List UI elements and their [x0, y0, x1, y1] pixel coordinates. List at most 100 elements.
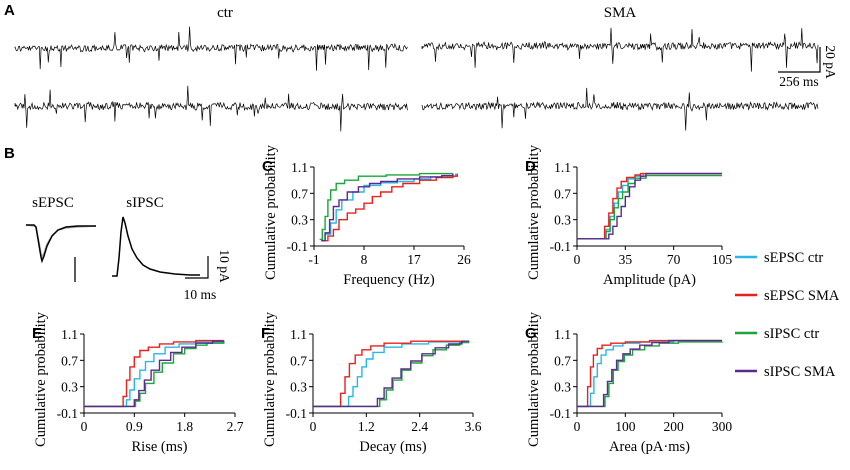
legend-item: sEPSC SMA [735, 288, 840, 304]
y-tick-label: -0.1 [286, 406, 307, 421]
x-tick-label: 0 [574, 419, 581, 434]
x-axis-title: Rise (ms) [132, 439, 188, 455]
panel-a: A ctr SMA 256 ms 20 pA [4, 2, 838, 132]
series-line-sipsc-ctr [313, 340, 470, 408]
y-tick-label: 0.7 [291, 186, 308, 201]
series-line-sipsc-sma [577, 172, 722, 240]
x-tick-label: 70 [667, 252, 681, 267]
x-tick-label: 17 [407, 252, 421, 267]
legend: sEPSC ctr sEPSC SMA sIPSC ctr sIPSC SMA [735, 250, 840, 380]
series-line-sipsc-sma [313, 340, 470, 408]
panel-letter: G [525, 325, 537, 342]
x-tick-label: 3.6 [465, 419, 482, 434]
x-axis-title: Amplitude (pA) [603, 272, 696, 288]
chart-c: C -1 8 17 26 -0.1 0.3 0.7 1.1 Frequency (Hz) Cumul… [262, 144, 471, 288]
trace-sma-1 [421, 27, 819, 72]
x-tick-label: 8 [361, 252, 368, 267]
series-line-sepsc-sma [313, 340, 465, 408]
x-tick-label: 35 [619, 252, 633, 267]
y-tick-label: 0.3 [291, 213, 308, 228]
y-axis-title: Cumulative probability [526, 311, 542, 447]
legend-label: sIPSC SMA [764, 364, 836, 380]
legend-item: sIPSC ctr [735, 326, 819, 342]
x-axis-title: Frequency (Hz) [343, 272, 435, 288]
y-axis-title: Cumulative probability [33, 311, 49, 447]
chart-f: F 0 1.2 2.4 3.6 -0.1 0.3 0.7 1.1 Decay (ms) Cumula… [261, 311, 482, 455]
chart-e: E 0 0.9 1.8 2.7 -0.1 0.3 0.7 1.1 Rise (ms) Cumulat… [32, 311, 244, 455]
sepsc-average-trace [26, 224, 96, 264]
sipsc-average-trace [112, 216, 200, 277]
panel-b: B sEPSC sIPSC 10 ms 10 pA [4, 145, 232, 302]
panel-letter: C [262, 158, 273, 175]
series-line-sepsc-sma [577, 172, 722, 240]
series-line-sipsc-ctr [577, 174, 722, 240]
y-tick-label: 0.7 [61, 353, 78, 368]
y-tick-label: 1.1 [554, 160, 571, 175]
x-tick-label: -1 [308, 252, 319, 267]
scale-bar-amp-label: 20 pA [823, 45, 838, 79]
sepsc-label: sEPSC [32, 195, 74, 211]
x-tick-label: 100 [615, 419, 636, 434]
x-tick-label: 1.2 [358, 419, 375, 434]
y-tick-label: 0.3 [290, 380, 307, 395]
series-line-sipsc-sma [321, 173, 454, 242]
panel-letter: D [525, 158, 536, 175]
y-axis-title: Cumulative probability [526, 144, 542, 280]
series-line-sepsc-sma [577, 339, 722, 408]
y-axis-title: Cumulative probability [262, 311, 278, 447]
legend-label: sEPSC SMA [764, 288, 840, 304]
x-axis-title: Decay (ms) [359, 439, 426, 455]
series-line-sepsc-ctr [577, 172, 722, 240]
chart-g: G 0 100 200 300 -0.1 0.3 0.7 1.1 Area (pA·ms) Cumu… [525, 311, 732, 455]
x-tick-label: 200 [664, 419, 685, 434]
x-axis-title: Area (pA·ms) [609, 439, 690, 455]
scale-bar-b: 10 ms 10 pA [184, 249, 232, 302]
x-tick-label: 2.4 [411, 419, 428, 434]
x-tick-label: 0 [81, 419, 88, 434]
y-tick-label: 1.1 [290, 327, 307, 342]
series-line-sepsc-sma [322, 173, 458, 242]
y-axis-title: Cumulative probability [263, 144, 279, 280]
x-tick-label: 0.9 [126, 419, 143, 434]
sipsc-label: sIPSC [126, 195, 164, 211]
series-line-sepsc-ctr [84, 340, 225, 408]
x-tick-label: 0 [574, 252, 581, 267]
series-line-sepsc-ctr [577, 339, 722, 408]
panel-letter: F [261, 325, 270, 342]
legend-label: sIPSC ctr [764, 326, 819, 342]
x-tick-label: 26 [457, 252, 471, 267]
series-line-sipsc-sma [577, 339, 722, 408]
condition-label-ctr: ctr [217, 5, 233, 21]
series-line-sipsc-ctr [577, 341, 723, 408]
condition-label-sma: SMA [604, 5, 637, 21]
scale-bar-amp-label: 10 pA [217, 249, 232, 283]
y-tick-label: 0.3 [554, 213, 571, 228]
series-line-sipsc-sma [84, 340, 225, 408]
trace-ctr-1 [14, 26, 408, 71]
y-tick-label: -0.1 [550, 239, 571, 254]
x-tick-label: 2.7 [227, 419, 244, 434]
panel-letter: E [32, 325, 42, 342]
chart-d: D 0 35 70 105 -0.1 0.3 0.7 1.1 Amplitude (pA) Cumu… [525, 144, 732, 288]
trace-sma-2 [421, 87, 819, 131]
cumulative-charts: C -1 8 17 26 -0.1 0.3 0.7 1.1 Frequency (Hz) Cumul… [32, 144, 732, 455]
x-tick-label: 1.8 [176, 419, 193, 434]
x-tick-label: 300 [712, 419, 733, 434]
series-line-sipsc-ctr [84, 341, 225, 408]
y-tick-label: 0.7 [554, 186, 571, 201]
y-tick-label: -0.1 [550, 406, 571, 421]
y-tick-label: 0.3 [554, 380, 571, 395]
y-tick-label: 0.7 [290, 353, 307, 368]
panel-letter: A [4, 2, 15, 19]
scale-bar-time-label: 256 ms [779, 74, 818, 89]
series-line-sepsc-sma [84, 339, 224, 408]
series-line-sepsc-ctr [313, 340, 465, 408]
panel-letter: B [4, 145, 15, 162]
y-tick-label: -0.1 [287, 239, 308, 254]
scale-bar-time-label: 10 ms [184, 287, 217, 302]
y-tick-label: 1.1 [554, 327, 571, 342]
y-tick-label: -0.1 [57, 406, 78, 421]
y-tick-label: 0.7 [554, 353, 571, 368]
trace-ctr-2 [14, 85, 408, 132]
